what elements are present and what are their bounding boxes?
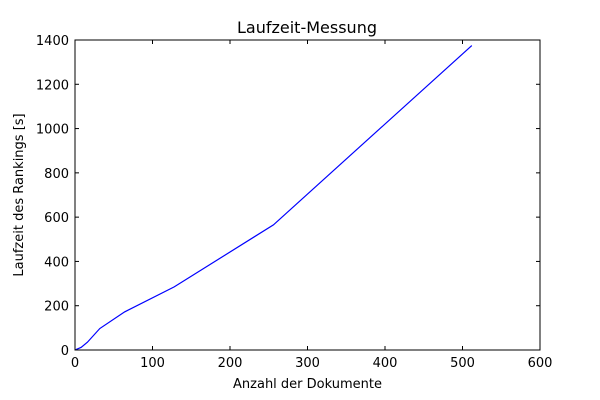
y-tick-label: 600 xyxy=(44,211,69,226)
y-tick-label: 200 xyxy=(44,300,69,315)
y-axis-label: Laufzeit des Rankings [s] xyxy=(12,113,27,276)
x-tick-label: 500 xyxy=(450,356,475,371)
x-tick-label: 400 xyxy=(373,356,398,371)
x-tick-label: 0 xyxy=(71,356,79,371)
x-tick-label: 300 xyxy=(295,356,320,371)
x-axis-label: Anzahl der Dokumente xyxy=(233,377,382,392)
chart-title: Laufzeit-Messung xyxy=(237,18,377,37)
x-tick-label: 200 xyxy=(218,356,243,371)
y-tick-label: 400 xyxy=(44,255,69,270)
y-tick-label: 800 xyxy=(44,167,69,182)
series-layer xyxy=(75,45,473,351)
y-tick-label: 1400 xyxy=(36,34,69,49)
x-tick-label: 100 xyxy=(140,356,165,371)
plot-frame xyxy=(74,39,541,351)
y-tick-label: 0 xyxy=(61,344,69,359)
y-tick-label: 1200 xyxy=(36,78,69,93)
y-tick-label: 1000 xyxy=(36,123,69,138)
axis-ticks: 0 100 200 300 400 500 600 0 200 400 600 800 1000 1200… xyxy=(36,34,553,371)
x-tick-label: 600 xyxy=(528,356,553,371)
series-line xyxy=(75,45,473,351)
